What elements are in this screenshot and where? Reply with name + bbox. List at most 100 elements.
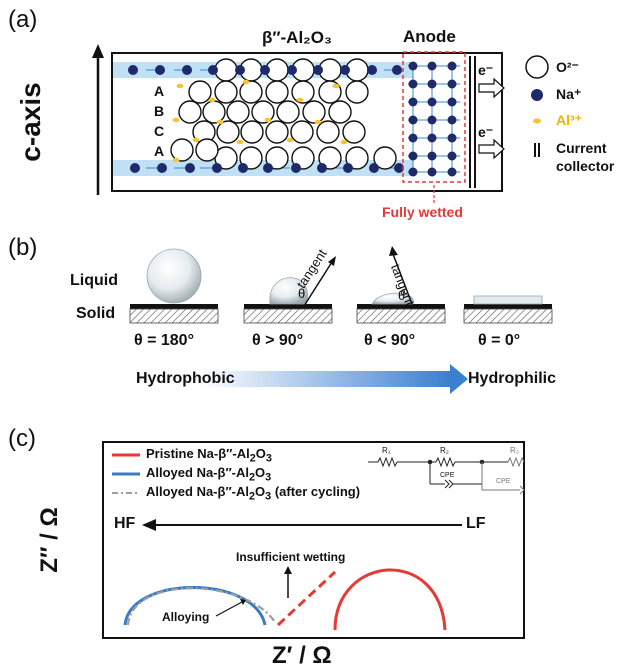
sodium-ion xyxy=(367,65,377,75)
legend-pristine-label: Pristine Na-β″-Al2O3 xyxy=(146,446,272,465)
r3-resistor xyxy=(507,456,525,468)
oxygen-ion xyxy=(195,138,219,162)
droplet-lt90 xyxy=(371,292,414,305)
stacking-c: C xyxy=(154,123,165,139)
sodium-ion xyxy=(369,163,379,173)
oxygen-ion xyxy=(276,100,300,124)
aluminum-ion xyxy=(340,139,348,145)
aluminum-ion xyxy=(236,139,244,145)
panel-c-label: (c) xyxy=(8,425,36,452)
sodium-ion xyxy=(182,65,192,75)
legend-aluminum-icon xyxy=(533,118,541,124)
c-axis-arrowhead xyxy=(92,44,104,58)
oxygen-ion xyxy=(239,80,263,104)
oxygen-ion xyxy=(345,146,369,170)
wetting-gradient-arrow xyxy=(200,371,450,387)
lf-label: LF xyxy=(466,515,486,532)
sodium-ion xyxy=(235,65,245,75)
oxygen-ion xyxy=(188,80,212,104)
aluminum-ion xyxy=(242,79,250,85)
sodium-ion xyxy=(427,97,437,107)
legend-aluminum-label: Al³⁺ xyxy=(556,112,583,128)
sodium-ion xyxy=(263,163,273,173)
panel-b-label: (b) xyxy=(8,234,38,261)
pristine-wetting-segment xyxy=(276,570,337,627)
oxygen-ion xyxy=(216,120,240,144)
tangent-line-lt90 xyxy=(392,253,413,305)
sodium-ion xyxy=(260,65,270,75)
hydrophobic-label: Hydrophobic xyxy=(136,370,235,387)
angle-gt90-label: θ > 90° xyxy=(252,332,304,349)
alloying-label: Alloying xyxy=(162,610,210,624)
oxygen-ion xyxy=(291,80,315,104)
sodium-ion xyxy=(392,65,402,75)
equivalent-circuit xyxy=(368,456,525,495)
x-axis-label: Z′ / Ω xyxy=(272,642,332,669)
oxygen-ion xyxy=(178,100,202,124)
sodium-ion xyxy=(408,79,418,89)
aluminum-ion xyxy=(314,119,322,125)
sodium-ion xyxy=(408,167,418,177)
legend-sodium-label: Na⁺ xyxy=(556,86,582,102)
oxygen-ion xyxy=(240,120,264,144)
oxygen-ion xyxy=(342,120,366,144)
sodium-ion xyxy=(447,151,457,161)
aluminum-ion xyxy=(286,137,294,143)
oxygen-ion xyxy=(316,120,340,144)
sodium-ion xyxy=(157,163,167,173)
legend-collector-label-2: collector xyxy=(556,158,615,174)
fully-wetted-region xyxy=(402,51,466,183)
sodium-ion xyxy=(427,167,437,177)
alloying-arrow xyxy=(215,601,243,617)
crystal-structure-diagram xyxy=(92,44,549,204)
oxygen-ion xyxy=(290,120,314,144)
aluminum-ion xyxy=(296,97,304,103)
oxygen-ion xyxy=(239,146,263,170)
sodium-ion xyxy=(447,61,457,71)
sodium-ion xyxy=(408,151,418,161)
droplet-180 xyxy=(146,248,202,304)
hydrophilic-label: Hydrophilic xyxy=(468,370,557,387)
circuit-r2-label: R₂ xyxy=(440,446,449,455)
aluminum-ion xyxy=(332,83,340,89)
sodium-ion xyxy=(130,163,140,173)
aluminum-ion xyxy=(172,157,180,163)
wetting-angle-diagram xyxy=(129,246,553,394)
legend-sodium-icon xyxy=(531,89,543,101)
sodium-ion xyxy=(408,61,418,71)
r2-resistor xyxy=(435,456,456,468)
sodium-ion xyxy=(185,163,195,173)
r1-resistor xyxy=(377,456,398,468)
angle-0-label: θ = 0° xyxy=(478,332,521,349)
aluminum-ion xyxy=(208,97,216,103)
electrolyte-label: β″-Al₂O₃ xyxy=(262,28,332,47)
sodium-ion xyxy=(447,167,457,177)
sodium-ion xyxy=(287,65,297,75)
oxygen-ion xyxy=(265,120,289,144)
aluminum-ion xyxy=(192,137,200,143)
pristine-arc xyxy=(333,568,447,631)
cycled-arc xyxy=(126,587,276,626)
sodium-ion xyxy=(128,65,138,75)
legend-oxygen-icon xyxy=(525,55,549,79)
oxygen-ion xyxy=(373,146,397,170)
sodium-ion xyxy=(427,133,437,143)
oxygen-ion xyxy=(302,100,326,124)
oxygen-ion xyxy=(265,80,289,104)
circuit-r1-label: R₁ xyxy=(382,446,391,455)
legend-oxygen-label: O²⁻ xyxy=(556,59,579,75)
hf-label: HF xyxy=(114,515,136,532)
stacking-b: B xyxy=(154,103,165,119)
substrate-4 xyxy=(463,304,553,324)
substrate-2 xyxy=(243,304,333,324)
sodium-ion xyxy=(238,163,248,173)
aluminum-ion xyxy=(216,119,224,125)
oxygen-ion xyxy=(226,100,250,124)
legend-alloyed-label: Alloyed Na-β″-Al2O3 xyxy=(146,465,272,484)
sodium-ion xyxy=(427,115,437,125)
angle-180-label: θ = 180° xyxy=(134,332,194,349)
sodium-ion xyxy=(447,133,457,143)
fully-wetted-label: Fully wetted xyxy=(382,204,463,220)
circuit-r3-label: R₃ xyxy=(510,446,520,455)
